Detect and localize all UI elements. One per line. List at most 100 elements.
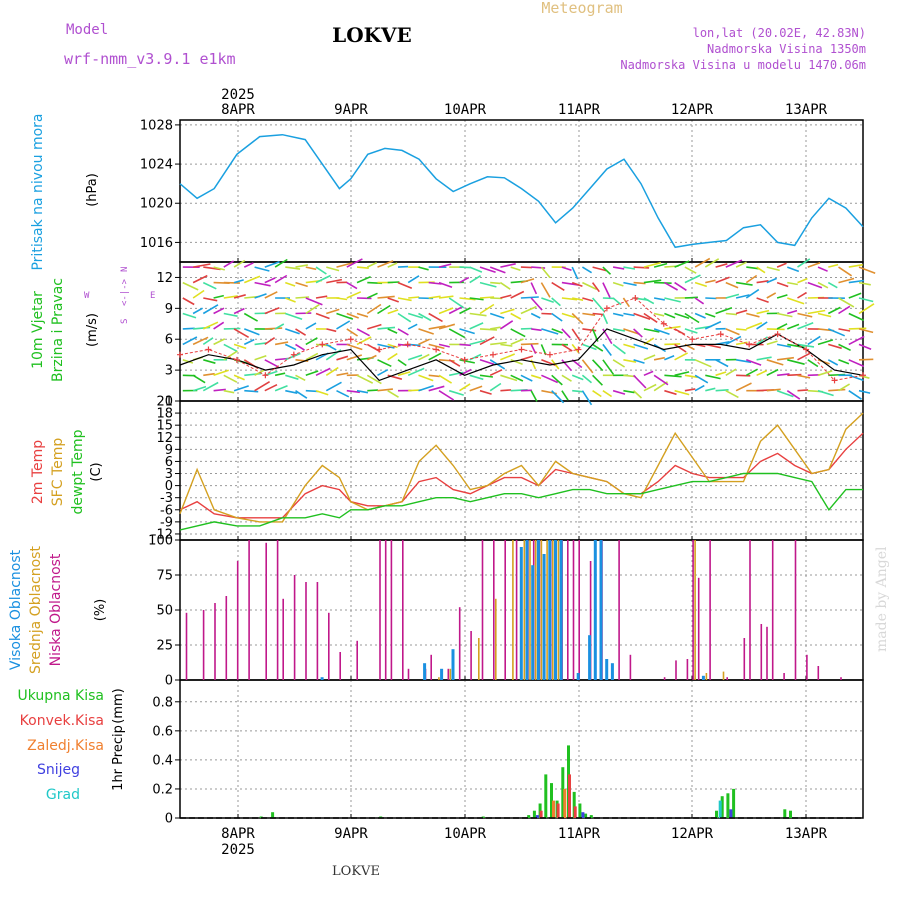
wind-arrow <box>479 296 495 299</box>
wind-arrow <box>520 342 539 346</box>
wind-arrow <box>510 266 521 272</box>
precip-bar <box>481 816 485 818</box>
wind-arrow <box>479 328 498 331</box>
gust-marker <box>433 346 440 353</box>
wind-arrow <box>581 390 593 406</box>
wind-arrow <box>305 266 317 271</box>
wind-arrow <box>817 266 828 272</box>
wind-arrow <box>387 390 399 398</box>
wind-arrow <box>633 390 643 399</box>
wind-arrow <box>295 281 308 288</box>
wind-arrow <box>469 374 484 381</box>
wind-arrow <box>756 356 772 361</box>
precip-bar <box>732 788 736 818</box>
wind-arrow <box>643 261 662 268</box>
wind-arrow <box>448 359 461 367</box>
wind-arrow <box>366 261 378 268</box>
wind-arrow <box>735 281 753 286</box>
wind-arrow <box>827 359 839 366</box>
wind-arrow <box>366 303 382 315</box>
y-tick-label: 1028 <box>140 118 173 133</box>
compass-west: W <box>84 291 90 301</box>
wind-arrow <box>315 295 328 299</box>
wind-arrow <box>817 312 832 318</box>
wind-arrow <box>356 275 371 284</box>
cloud-bar <box>534 540 537 680</box>
wind-arrow <box>828 343 842 350</box>
cloud-bar <box>618 540 620 680</box>
wind-arrow <box>612 328 626 332</box>
wind-arrow <box>223 281 241 284</box>
wind-arrow <box>592 343 604 352</box>
wind-arrow <box>745 368 758 377</box>
wind-arrow <box>397 297 412 302</box>
station-title: LOKVE <box>332 23 412 47</box>
temp-label-sfc: SFC Temp <box>50 438 66 507</box>
cloud-bar <box>548 540 552 680</box>
precip-bar <box>726 793 730 818</box>
wind-arrow <box>223 389 235 394</box>
wind-arrow <box>315 389 329 396</box>
cloud-bar <box>552 540 554 680</box>
y-tick-label: 9 <box>165 443 173 458</box>
gust-marker <box>290 351 297 358</box>
wind-arrow <box>377 388 393 392</box>
wind-arrow <box>326 266 340 272</box>
cloud-bar <box>236 561 239 680</box>
wind-arrow <box>797 312 813 318</box>
cloud-bar <box>384 540 387 680</box>
wind-arrow <box>653 374 669 386</box>
wind-arrow <box>807 359 819 368</box>
wind-speed-line <box>179 328 864 382</box>
wind-arrow <box>664 297 681 303</box>
cloud-bar <box>379 540 381 680</box>
wind-arrow <box>274 274 288 284</box>
wind-arrow <box>674 260 690 268</box>
wind-arrow <box>192 385 207 392</box>
wind-arrow <box>561 297 578 301</box>
wind-arrow <box>520 278 535 284</box>
wind-arrow <box>838 305 851 315</box>
wind-arrow <box>643 279 662 284</box>
wind-unit: (m/s) <box>85 313 100 347</box>
cloud-bar <box>794 540 797 680</box>
wind-arrow <box>356 266 369 269</box>
panels: 1016102010241028036912-12-9-6-3036912151… <box>140 118 876 827</box>
cloud-bar <box>447 668 450 680</box>
wind-arrow <box>459 297 476 301</box>
wind-arrow <box>776 262 787 268</box>
precip-bar <box>556 803 560 818</box>
wind-arrow <box>807 374 820 377</box>
wind-arrow <box>520 355 534 361</box>
wind-arrow <box>858 389 871 394</box>
wind-arrow <box>500 389 512 392</box>
wind-arrow <box>202 337 214 346</box>
cloud-bar <box>540 540 543 680</box>
wind-arrow <box>736 328 747 331</box>
wind-arrow <box>356 374 374 384</box>
wind-arrow <box>797 321 814 330</box>
gust-marker <box>490 351 497 358</box>
wind-arrow <box>643 297 655 305</box>
wind-arrow <box>756 369 768 377</box>
wind-arrow <box>602 282 611 298</box>
wind-arrow <box>489 369 503 377</box>
wind-arrow <box>674 281 687 291</box>
wind-arrow <box>561 328 571 339</box>
wind-arrow <box>817 370 833 377</box>
cloud-bar <box>589 561 592 680</box>
wind-arrow <box>285 374 299 380</box>
wind-arrow <box>838 343 851 352</box>
wind-arrow <box>777 373 790 377</box>
wind-arrow <box>531 328 542 332</box>
wind-arrow <box>694 359 712 368</box>
wind-arrow <box>787 359 805 365</box>
wind-arrow <box>643 370 654 377</box>
wind-arrow <box>797 343 815 348</box>
wind-arrow <box>305 370 319 377</box>
wind-arrow <box>858 281 871 286</box>
wind-arrow <box>612 266 625 270</box>
cloud-bar <box>605 659 609 680</box>
cloud-bar <box>572 540 575 680</box>
